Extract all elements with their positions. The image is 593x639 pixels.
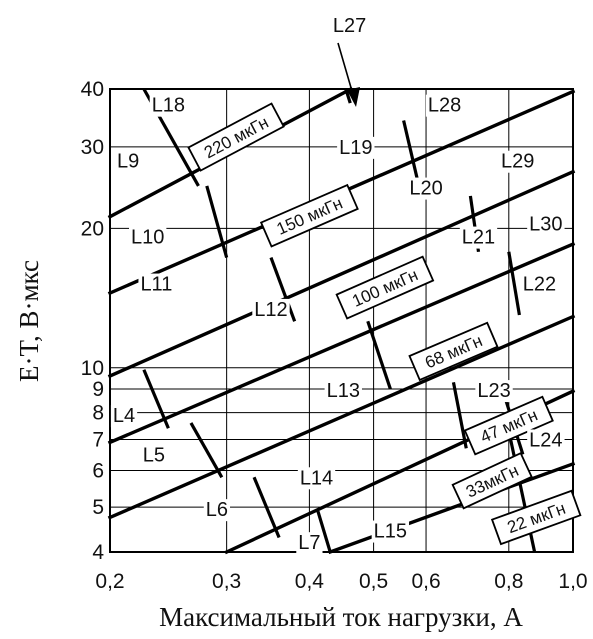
y-tick-label-9: 40 (81, 78, 104, 101)
zone-boundary-2 (205, 185, 229, 258)
y-tick-label-6: 10 (81, 357, 104, 380)
zone-label-l24: L24 (529, 429, 562, 451)
zone-label-bg-l10 (129, 226, 167, 249)
l27-arrow-head (347, 87, 360, 107)
zone-label-bg-l27 (330, 14, 369, 37)
zone-label-bg-l4 (110, 405, 138, 428)
zone-label-l5: L5 (143, 444, 165, 466)
zone-boundaries (142, 88, 537, 553)
zone-label-bg-l30 (527, 213, 565, 236)
zone-label-bg-l18 (149, 94, 188, 117)
x-tick-label-4: 0,6 (411, 570, 440, 593)
zone-label-l13: L13 (327, 380, 360, 402)
zone-labels: L27 L18 L28 L19 L9 L29 L20 L10 L30 L21 L11 L22 L12 L1… (110, 14, 565, 555)
y-tick-label-5: 9 (92, 378, 104, 401)
zone-label-l27: L27 (333, 15, 366, 37)
zone-label-bg-l20 (407, 177, 445, 200)
y-tick-label-0: 4 (92, 541, 104, 564)
inductance-line-4 (107, 314, 576, 520)
zone-label-l21: L21 (462, 227, 495, 249)
zone-boundary-12 (252, 476, 281, 539)
inductance-label-box-1 (259, 183, 359, 248)
zone-label-bg-l6 (203, 499, 231, 522)
zone-label-bg-l22 (520, 273, 559, 296)
zone-label-l6: L6 (206, 499, 228, 521)
zone-label-l23: L23 (477, 380, 510, 402)
zone-label-bg-l11 (138, 273, 175, 296)
zone-label-bg-l24 (527, 429, 565, 452)
zone-label-l28: L28 (428, 95, 461, 117)
zone-label-l19: L19 (339, 137, 372, 159)
zone-label-l29: L29 (501, 151, 534, 173)
zone-boundary-13 (316, 510, 332, 553)
zone-boundary-10 (189, 422, 224, 479)
zone-label-l4: L4 (113, 405, 135, 427)
zone-label-l9: L9 (117, 151, 139, 173)
zone-label-bg-l9 (114, 150, 142, 173)
inductance-label-box-2 (335, 255, 435, 320)
inductance-label-box-0 (187, 102, 285, 172)
y-tick-label-2: 6 (92, 459, 104, 482)
zone-label-l18: L18 (152, 95, 185, 117)
zone-label-l10: L10 (131, 227, 164, 249)
inductance-label-box-5 (451, 452, 533, 510)
plot-frame (109, 88, 574, 553)
x-axis-label: Максимальный ток нагрузки, А (159, 602, 523, 632)
zone-label-l11: L11 (140, 274, 172, 296)
zone-label-l22: L22 (523, 274, 556, 296)
y-tick-label-4: 8 (92, 402, 104, 425)
zone-boundary-8 (142, 369, 170, 429)
y-tick-label-3: 7 (92, 428, 104, 451)
zone-boundary-1 (344, 88, 352, 104)
zone-label-bg-l5 (140, 444, 168, 467)
zone-boundary-9 (451, 382, 468, 449)
zone-boundary-7 (507, 251, 521, 316)
x-tick-label-0: 0,2 (95, 570, 124, 593)
x-tick-label-1: 0,3 (212, 570, 241, 593)
inductance-line-6 (328, 461, 576, 555)
zone-label-l15: L15 (374, 521, 407, 543)
y-axis-label: E·T, В·мкс (14, 260, 44, 382)
inductance-label-5: 33мкГн (451, 452, 533, 510)
y-tick-label-1: 5 (92, 496, 104, 519)
zone-boundary-4 (269, 256, 297, 322)
zone-label-l14: L14 (300, 467, 333, 489)
inductance-label-box-3 (408, 321, 499, 382)
zone-label-bg-l14 (297, 467, 336, 490)
x-tick-label-3: 0,5 (359, 570, 388, 593)
zone-label-bg-l15 (371, 520, 410, 543)
zone-label-l7: L7 (298, 532, 320, 554)
zone-label-bg-l23 (475, 380, 513, 403)
zone-label-l30: L30 (529, 213, 562, 235)
inductance-line-2 (107, 169, 576, 379)
x-tick-label-5: 0,8 (494, 570, 523, 593)
zone-label-l20: L20 (409, 178, 442, 200)
y-tick-label-8: 30 (81, 136, 104, 159)
zone-label-bg-l19 (337, 136, 375, 159)
zone-label-bg-l21 (459, 226, 498, 249)
zone-boundary-6 (366, 320, 392, 390)
inductance-label-box-4 (463, 395, 554, 456)
zone-label-l12: L12 (254, 299, 287, 321)
zone-label-bg-l7 (296, 532, 323, 555)
x-tick-label-2: 0,4 (295, 570, 325, 593)
zone-label-bg-l28 (425, 94, 464, 117)
l27-arrow-line (337, 42, 355, 99)
inductance-line-3 (107, 241, 576, 445)
y-tick-label-7: 20 (81, 217, 104, 240)
l27-arrow (337, 42, 360, 107)
zone-label-bg-l13 (324, 380, 362, 403)
zone-label-bg-l29 (498, 150, 537, 173)
zone-label-bg-l12 (252, 298, 290, 321)
inductance-label-box-6 (490, 489, 582, 546)
x-tick-label-6: 1,0 (558, 570, 587, 593)
